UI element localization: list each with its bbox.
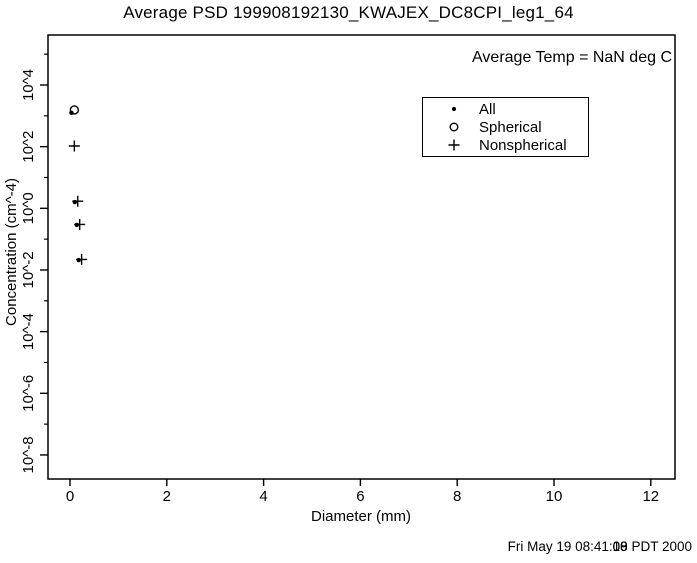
- y-tick-label: 10^-4: [20, 313, 37, 350]
- average-temp-annotation: Average Temp = NaN deg C: [472, 49, 672, 66]
- dot-marker-icon: [441, 102, 467, 116]
- legend-row-all: All: [423, 100, 588, 118]
- plot-frame: [47, 34, 676, 480]
- marker-nonspherical: [76, 253, 88, 265]
- timestamp-prefix: Fri May 19 08:41:: [507, 539, 613, 554]
- timestamp-seconds-stack: 08 09 10: [613, 539, 628, 554]
- circle-marker-icon: [441, 120, 467, 134]
- timestamp-seconds-variant: 09: [612, 539, 628, 554]
- y-tick-label: 10^0: [20, 192, 37, 224]
- marker-all: [72, 199, 78, 205]
- timestamp-seconds-variant: 10: [612, 539, 628, 554]
- timestamp-suffix: PDT 2000: [627, 539, 692, 554]
- legend-row-nonspherical: Nonspherical: [423, 136, 588, 154]
- timestamp-seconds-variant: 08: [612, 539, 628, 554]
- x-tick-label: 10: [546, 488, 563, 505]
- x-axis-title: Diameter (mm): [311, 508, 411, 525]
- marker-nonspherical: [72, 195, 84, 207]
- y-tick-label: 10^4: [20, 69, 37, 101]
- page-title: Average PSD 199908192130_KWAJEX_DC8CPI_l…: [123, 3, 574, 22]
- x-tick-label: 4: [259, 488, 267, 505]
- marker-nonspherical: [74, 218, 86, 230]
- x-tick-label: 8: [453, 488, 461, 505]
- y-tick-label: 10^2: [20, 131, 37, 163]
- timestamp: Fri May 19 08:41:08 09 10 PDT 2000: [508, 539, 692, 554]
- x-tick-label: 2: [163, 488, 171, 505]
- x-tick-label: 0: [66, 488, 74, 505]
- y-tick-label: 10^-6: [20, 375, 37, 412]
- legend-box: All Spherical Nonspherical: [422, 97, 589, 157]
- legend-label-nonspherical: Nonspherical: [479, 136, 567, 154]
- x-tick-label: 6: [356, 488, 364, 505]
- marker-spherical: [69, 105, 80, 115]
- plus-marker-icon: [441, 138, 467, 152]
- x-tick-label: 12: [642, 488, 659, 505]
- marker-nonspherical: [68, 140, 80, 152]
- y-tick-label: 10^-8: [20, 436, 37, 473]
- y-axis-title: Concentration (cm^-4): [3, 178, 20, 326]
- y-tick-label: 10^-2: [20, 251, 37, 288]
- legend-label-spherical: Spherical: [479, 118, 542, 136]
- legend-row-spherical: Spherical: [423, 118, 588, 136]
- legend-label-all: All: [479, 100, 496, 118]
